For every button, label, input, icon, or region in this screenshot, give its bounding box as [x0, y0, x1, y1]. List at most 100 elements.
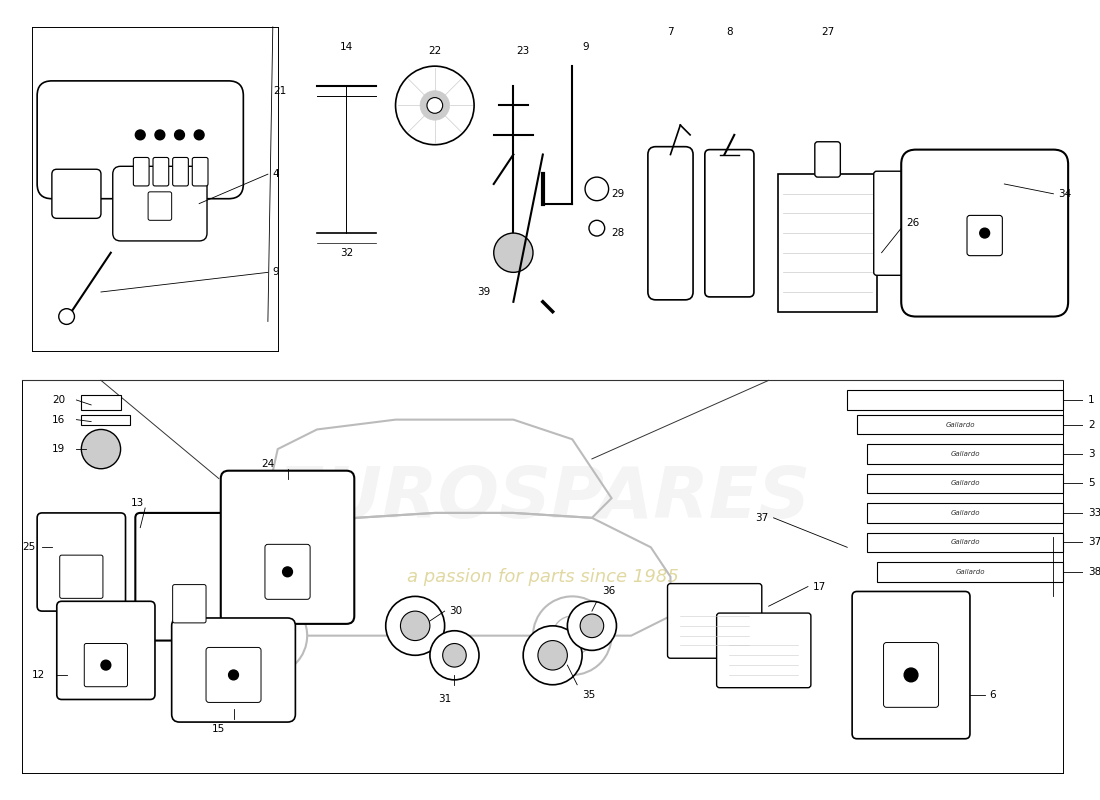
FancyBboxPatch shape	[59, 555, 103, 598]
FancyBboxPatch shape	[37, 81, 243, 198]
Text: Gallardo: Gallardo	[950, 481, 980, 486]
Text: 29: 29	[612, 189, 625, 199]
Text: 38: 38	[1088, 567, 1100, 577]
FancyBboxPatch shape	[133, 158, 150, 186]
FancyBboxPatch shape	[867, 444, 1064, 464]
FancyBboxPatch shape	[867, 533, 1064, 552]
FancyBboxPatch shape	[85, 643, 128, 686]
FancyBboxPatch shape	[847, 390, 1064, 410]
Text: 7: 7	[668, 26, 674, 37]
Circle shape	[588, 220, 605, 236]
FancyBboxPatch shape	[779, 174, 877, 312]
Text: 14: 14	[340, 42, 353, 51]
Bar	[81, 395, 121, 410]
Text: 27: 27	[821, 26, 834, 37]
Circle shape	[534, 596, 612, 675]
Text: 37: 37	[1088, 538, 1100, 547]
Text: Gallardo: Gallardo	[950, 451, 980, 457]
Circle shape	[229, 670, 239, 680]
Circle shape	[81, 430, 121, 469]
FancyBboxPatch shape	[173, 585, 206, 623]
Text: 25: 25	[22, 542, 35, 552]
FancyBboxPatch shape	[967, 215, 1002, 256]
FancyBboxPatch shape	[148, 192, 172, 220]
FancyBboxPatch shape	[57, 602, 155, 699]
Text: a passion for parts since 1985: a passion for parts since 1985	[407, 568, 679, 586]
FancyBboxPatch shape	[172, 618, 296, 722]
Circle shape	[420, 90, 450, 120]
Circle shape	[580, 614, 604, 638]
FancyBboxPatch shape	[221, 470, 354, 624]
Circle shape	[195, 130, 205, 140]
Circle shape	[229, 596, 307, 675]
Circle shape	[249, 616, 287, 655]
Circle shape	[442, 643, 466, 667]
Circle shape	[427, 98, 442, 114]
FancyBboxPatch shape	[873, 171, 904, 275]
Text: 30: 30	[450, 606, 463, 616]
FancyBboxPatch shape	[852, 591, 970, 738]
Text: 26: 26	[906, 218, 920, 228]
Text: 31: 31	[438, 694, 451, 705]
FancyBboxPatch shape	[668, 584, 762, 658]
Circle shape	[980, 228, 990, 238]
Circle shape	[524, 626, 582, 685]
Circle shape	[283, 567, 293, 577]
FancyBboxPatch shape	[883, 642, 938, 707]
Text: 16: 16	[52, 414, 65, 425]
FancyBboxPatch shape	[135, 513, 243, 641]
Text: 17: 17	[813, 582, 826, 591]
FancyBboxPatch shape	[37, 513, 125, 611]
Text: Gallardo: Gallardo	[945, 422, 975, 427]
Text: 23: 23	[517, 46, 530, 57]
Text: 37: 37	[756, 513, 769, 523]
Text: 4: 4	[273, 169, 279, 179]
Text: 1: 1	[1088, 395, 1094, 405]
FancyBboxPatch shape	[173, 158, 188, 186]
FancyBboxPatch shape	[52, 170, 101, 218]
Circle shape	[552, 616, 592, 655]
Text: 15: 15	[212, 724, 226, 734]
FancyBboxPatch shape	[716, 613, 811, 688]
Text: 22: 22	[428, 46, 441, 57]
FancyBboxPatch shape	[705, 150, 754, 297]
Text: 21: 21	[273, 86, 286, 96]
Text: Gallardo: Gallardo	[950, 510, 980, 516]
Text: 34: 34	[1058, 189, 1071, 199]
Text: 9: 9	[273, 267, 279, 278]
Text: Gallardo: Gallardo	[955, 569, 984, 575]
FancyBboxPatch shape	[113, 166, 207, 241]
Circle shape	[396, 66, 474, 145]
Text: 28: 28	[612, 228, 625, 238]
Circle shape	[135, 130, 145, 140]
FancyBboxPatch shape	[867, 503, 1064, 522]
Text: Gallardo: Gallardo	[950, 539, 980, 546]
Circle shape	[58, 309, 75, 324]
Circle shape	[155, 130, 165, 140]
FancyBboxPatch shape	[867, 474, 1064, 494]
Text: EUROSPARES: EUROSPARES	[275, 464, 811, 533]
Text: 3: 3	[1088, 449, 1094, 459]
FancyBboxPatch shape	[857, 414, 1064, 434]
Circle shape	[494, 233, 534, 272]
FancyBboxPatch shape	[877, 562, 1064, 582]
Text: 35: 35	[582, 690, 595, 699]
Circle shape	[400, 611, 430, 641]
Text: 5: 5	[1088, 478, 1094, 489]
Circle shape	[904, 668, 917, 682]
Circle shape	[175, 130, 185, 140]
Text: 24: 24	[262, 459, 275, 469]
Text: 8: 8	[726, 26, 733, 37]
Text: 12: 12	[32, 670, 45, 680]
Circle shape	[538, 641, 568, 670]
Text: 19: 19	[52, 444, 65, 454]
Circle shape	[386, 596, 444, 655]
Circle shape	[568, 602, 616, 650]
Text: 6: 6	[990, 690, 997, 699]
Text: 33: 33	[1088, 508, 1100, 518]
Text: 36: 36	[602, 586, 615, 597]
FancyBboxPatch shape	[153, 158, 168, 186]
Text: 13: 13	[131, 498, 144, 508]
Text: 39: 39	[477, 287, 491, 297]
Text: 2: 2	[1088, 419, 1094, 430]
